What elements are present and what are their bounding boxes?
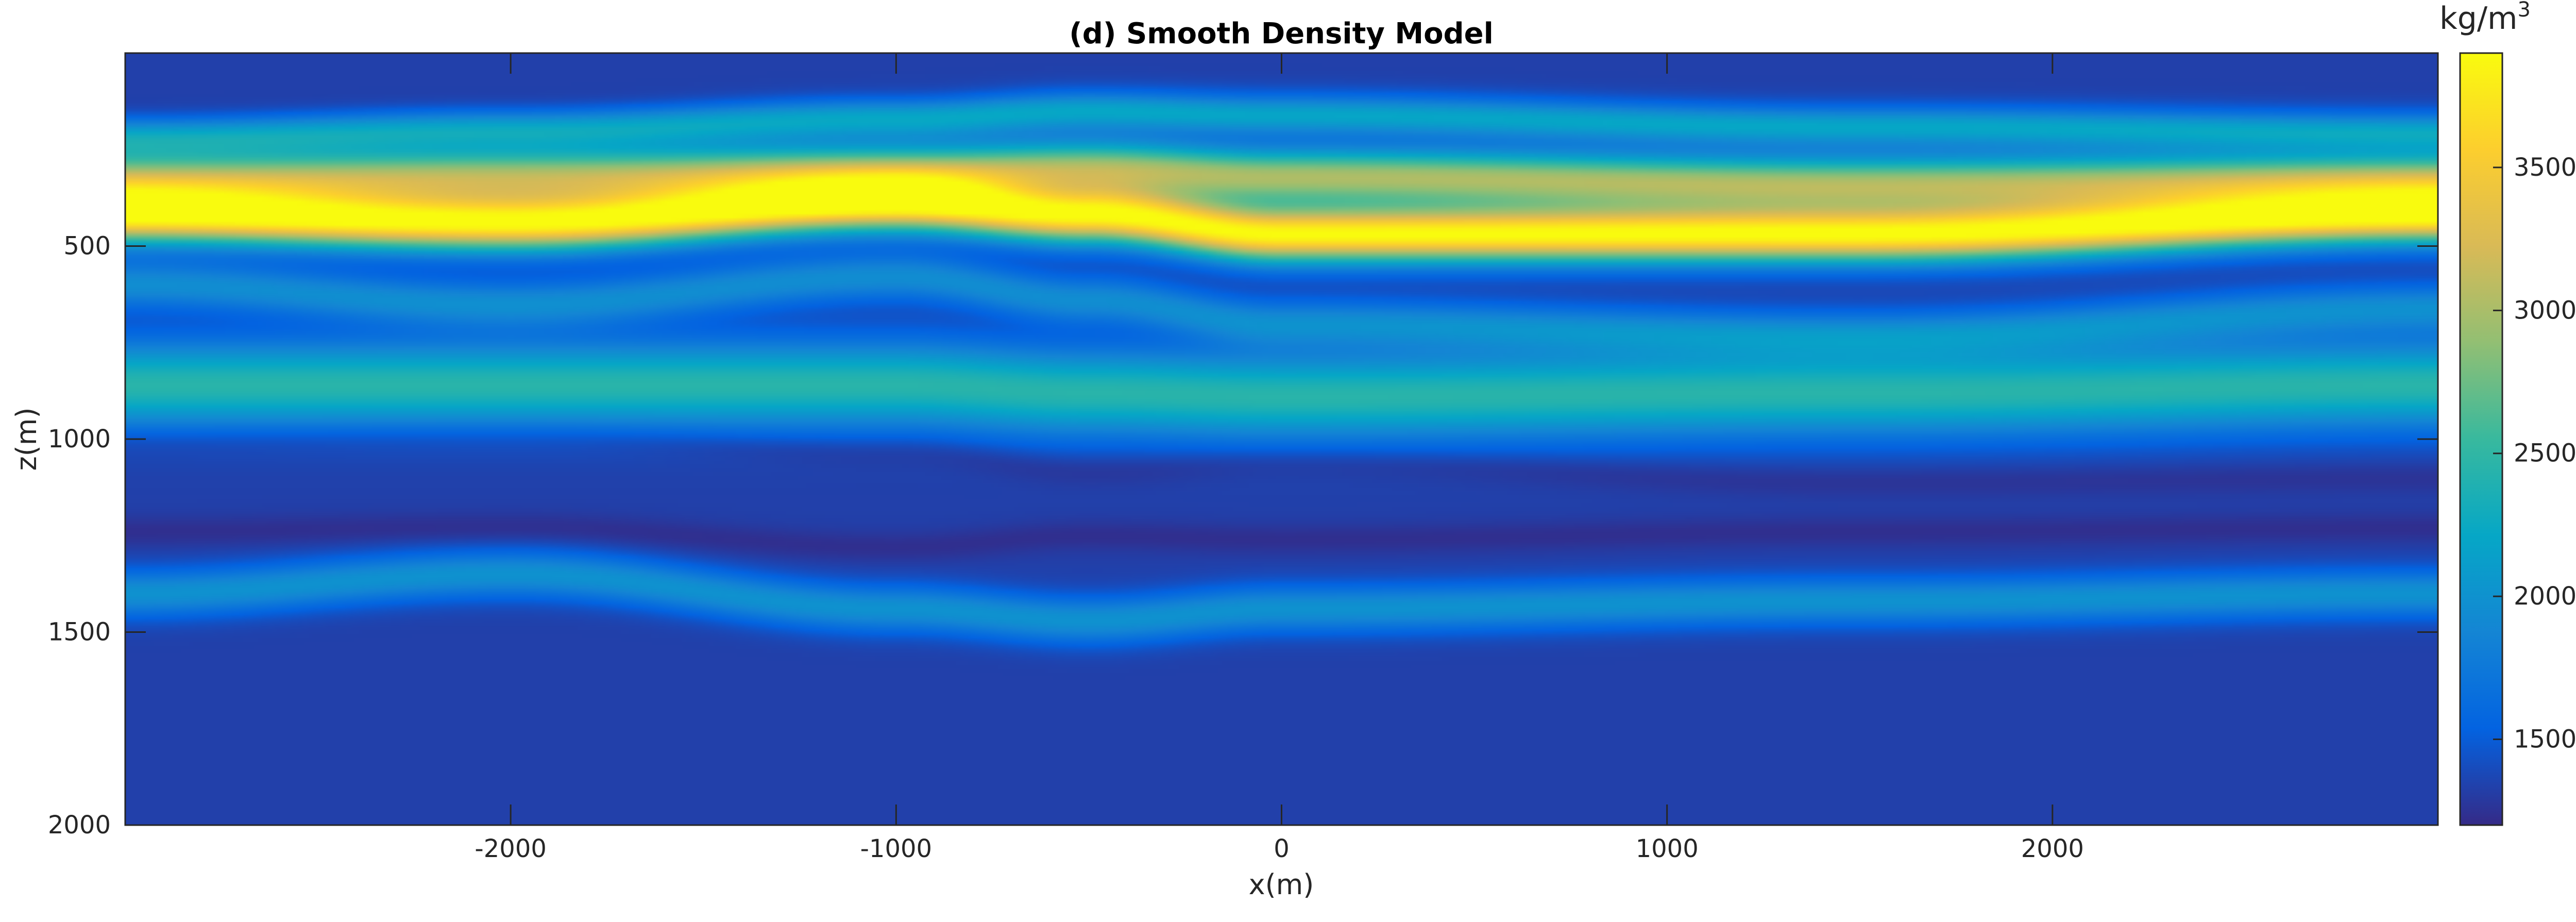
chart-title: (d) Smooth Density Model [1069, 17, 1494, 51]
y-tick-label: 500 [63, 232, 111, 261]
density-heatmap [125, 53, 2438, 825]
colorbar-unit-label: kg/m3 [2439, 0, 2531, 37]
colorbar-tick-label: 3500 [2514, 153, 2576, 182]
y-axis-label: z(m) [10, 407, 43, 471]
colorbar-unit-exponent: 3 [2518, 0, 2531, 22]
colorbar-tick-label: 1500 [2514, 725, 2576, 754]
y-tick-label: 1500 [48, 618, 111, 647]
x-axis-label: x(m) [1249, 868, 1314, 901]
x-tick-label: -2000 [474, 834, 546, 863]
colorbar-ticks: 1500 2000 2500 3000 3500 [2493, 153, 2576, 754]
colorbar: 1500 2000 2500 3000 3500 kg/m3 [2439, 0, 2576, 826]
plot-area [124, 52, 2439, 826]
y-tick-label: 1000 [48, 425, 111, 454]
x-tick-label: 0 [1274, 834, 1290, 863]
x-tick-label: 2000 [2021, 834, 2084, 863]
colorbar-tick-label: 2500 [2514, 439, 2576, 468]
colorbar-tick-label: 2000 [2514, 582, 2576, 611]
colorbar-gradient [2459, 52, 2503, 826]
x-tick-label: 1000 [1636, 834, 1699, 863]
colorbar-unit-base: kg/m [2439, 1, 2518, 37]
y-axis-ticks: 500 1000 1500 2000 [48, 232, 2438, 840]
y-tick-label: 2000 [48, 811, 111, 840]
colorbar-tick-label: 3000 [2514, 296, 2576, 325]
x-tick-label: -1000 [860, 834, 932, 863]
x-axis-ticks: -2000 -1000 0 1000 2000 [474, 53, 2084, 863]
